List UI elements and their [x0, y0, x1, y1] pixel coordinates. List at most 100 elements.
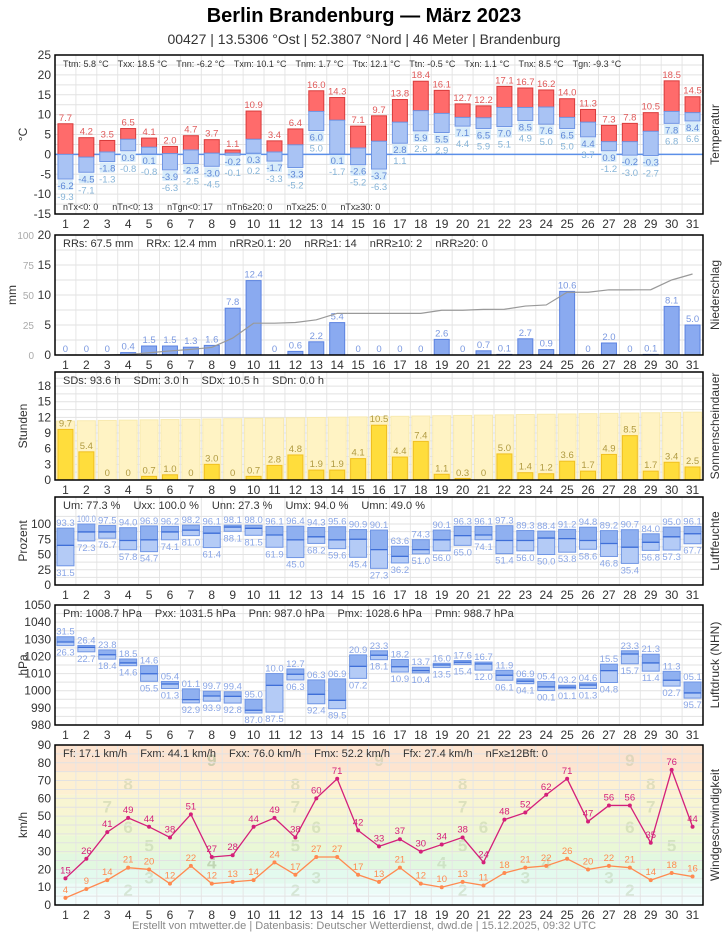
tmax-label: 3.4 — [268, 130, 281, 141]
range-bar-upper — [77, 523, 96, 533]
x-tick-label: 23 — [519, 358, 533, 372]
range-bar-upper — [641, 653, 660, 664]
max-label: 97.5 — [98, 516, 117, 527]
y-tick-label: 90 — [38, 738, 52, 752]
tmin-bar — [475, 117, 492, 130]
y-tick-label: 15 — [38, 395, 52, 409]
tmax-label: 7.1 — [351, 115, 364, 126]
x-tick-label: 16 — [372, 728, 386, 742]
range-bar-lower — [474, 534, 493, 541]
stat-text: Fxx: 76.0 km/h — [229, 748, 301, 760]
tmin-label: -1.8 — [99, 164, 115, 175]
max-label: 98.1 — [223, 515, 242, 526]
x-tick-label: 25 — [560, 908, 574, 922]
max-label: 26.4 — [77, 635, 96, 646]
x-tick-label: 10 — [247, 908, 261, 922]
precip-label: 10.6 — [558, 280, 577, 291]
range-bar-lower — [537, 537, 556, 556]
x-tick-label: 26 — [581, 483, 595, 497]
stat-text: Pm: 1008.7 hPa — [63, 608, 143, 620]
panel-label: Luftdruck (NHN) — [708, 622, 722, 709]
wind-gust-label: 27 — [206, 844, 217, 855]
max-label: 84.0 — [641, 524, 660, 535]
range-bar-lower — [307, 693, 326, 705]
range-bar-lower — [349, 665, 368, 679]
tmin-label: -1.7 — [266, 163, 282, 174]
wind-gust-label: 44 — [248, 814, 259, 825]
tmin-label: -4.5 — [78, 174, 94, 185]
beaufort-label: 2 — [625, 881, 634, 900]
wind-gust-label: 56 — [625, 792, 636, 803]
sunshine-label: 9.7 — [59, 418, 72, 429]
range-bar-upper — [265, 673, 284, 686]
max-label: 90.7 — [621, 520, 640, 531]
beaufort-label: 9 — [207, 751, 216, 770]
sunshine-bar — [57, 428, 74, 481]
sunshine-bar — [642, 470, 659, 481]
x-tick-label: 4 — [125, 588, 132, 602]
range-bar-lower — [370, 654, 388, 661]
tmin-bar — [57, 153, 74, 180]
x-tick-label: 5 — [146, 483, 153, 497]
x-tick-label: 12 — [289, 588, 303, 602]
wind-mean-label: 20 — [144, 856, 155, 867]
x-tick-label: 22 — [498, 483, 512, 497]
min-label: 07.2 — [349, 680, 368, 691]
x-tick-label: 14 — [331, 358, 345, 372]
wind-gust-label: 56 — [604, 792, 615, 803]
stat-text: nTx≥25: 0 — [286, 202, 326, 212]
wind-gust-point — [272, 815, 277, 820]
wind-gust-label: 47 — [583, 808, 594, 819]
tmin-label: 8.4 — [686, 123, 699, 134]
x-tick-label: 28 — [623, 588, 637, 602]
max-label: 96.1 — [683, 516, 702, 527]
sunshine-bar — [371, 424, 387, 481]
precip-label: 0 — [418, 344, 423, 355]
sunshine-label: 0.7 — [142, 465, 155, 476]
wind-gust-label: 76 — [666, 757, 677, 768]
tmin-label-bg — [580, 137, 596, 148]
max-label: 88.4 — [537, 521, 556, 532]
stat-text: nTx≥30: 0 — [340, 202, 380, 212]
tmin-label: 7.6 — [540, 126, 553, 137]
min-label: 15.4 — [453, 666, 472, 677]
range-bar-lower — [662, 679, 681, 687]
x-tick-label: 18 — [414, 908, 428, 922]
panel-frame — [54, 371, 704, 481]
tmin-bar — [287, 144, 304, 168]
x-tick-label: 11 — [268, 728, 281, 742]
range-bar-lower — [286, 673, 305, 681]
stat-text: Tgn: -9.3 °C — [573, 59, 622, 69]
range-bar-lower — [495, 539, 514, 555]
min-label: 54.7 — [140, 554, 159, 565]
x-tick-label: 7 — [188, 908, 195, 922]
range-bar-lower — [558, 538, 577, 553]
sunshine-label: 0 — [105, 468, 110, 479]
x-tick-label: 17 — [393, 217, 407, 231]
x-tick-label: 26 — [581, 588, 595, 602]
tground-min-label: -5.2 — [287, 180, 303, 191]
x-tick-label: 3 — [104, 588, 111, 602]
x-tick-label: 15 — [351, 728, 365, 742]
wind-gust-label: 24 — [478, 849, 489, 860]
precip-label: 5.4 — [331, 312, 344, 323]
wind-mean-point — [230, 879, 235, 884]
x-tick-label: 1 — [62, 217, 69, 231]
wind-gust-point — [690, 824, 695, 829]
min-label: 10.4 — [412, 675, 431, 686]
wind-mean-point — [167, 881, 172, 886]
stat-text: Pmx: 1028.6 hPa — [337, 608, 422, 620]
tmin-bar — [642, 130, 659, 157]
stat-text: Ffx: 27.4 km/h — [403, 748, 473, 760]
tground-min-label: -0.8 — [141, 167, 157, 178]
tmin-bar — [684, 112, 701, 122]
x-tick-label: 1 — [62, 588, 69, 602]
max-label: 90.9 — [349, 520, 368, 531]
x-tick-label: 29 — [644, 728, 658, 742]
sunshine-label: 4.8 — [289, 444, 302, 455]
x-tick-label: 31 — [686, 908, 700, 922]
min-label: 72.3 — [77, 543, 96, 554]
x-tick-label: 8 — [208, 217, 215, 231]
x-tick-label: 28 — [623, 483, 637, 497]
x-tick-label: 31 — [686, 217, 700, 231]
